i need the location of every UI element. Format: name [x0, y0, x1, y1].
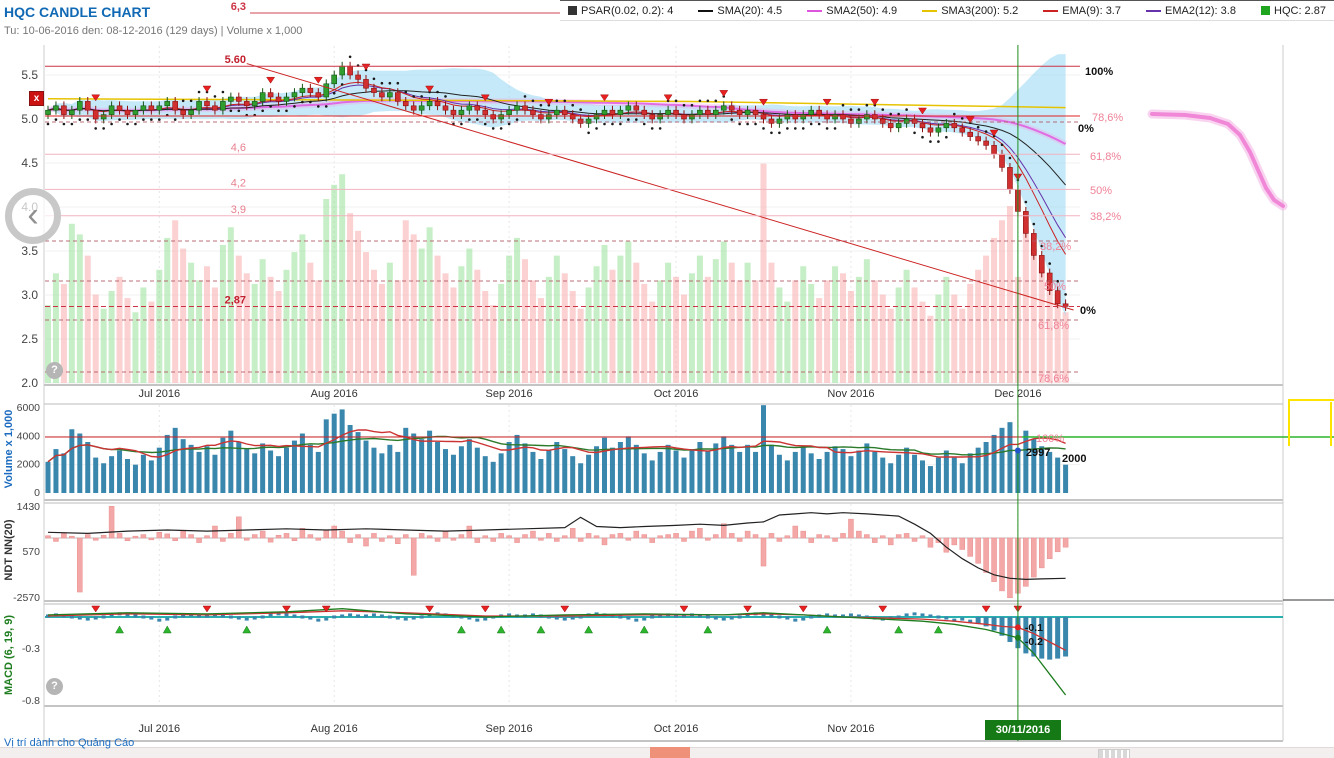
legend-item[interactable]: SMA(20): 4.5 [698, 5, 782, 17]
svg-text:78,6%: 78,6% [1092, 112, 1123, 124]
ndt-panel [45, 506, 1283, 599]
legend-marker-icon [1261, 6, 1270, 15]
svg-text:Aug 2016: Aug 2016 [311, 388, 358, 400]
overlays-and-labels: 6,3 5.60 4,6 4,2 3,9 2,87 2997 2000 -0.1 -0.2 5.5 5… [3, 1, 1334, 741]
svg-text:Sep 2016: Sep 2016 [486, 388, 533, 400]
price-panel [45, 54, 1074, 383]
volume-panel [45, 405, 1080, 493]
legend-label: PSAR(0.02, 0.2): 4 [581, 4, 674, 17]
svg-text:Oct 2016: Oct 2016 [654, 723, 699, 735]
svg-text:2000: 2000 [17, 459, 41, 471]
svg-text:78,6%: 78,6% [1038, 373, 1069, 385]
svg-text:Volume x 1,000: Volume x 1,000 [3, 410, 15, 489]
svg-text:0%: 0% [1078, 123, 1094, 135]
mini-grid-icon [1098, 749, 1130, 758]
legend-item[interactable]: PSAR(0.02, 0.2): 4 [568, 5, 673, 17]
legend-marker-icon [1043, 9, 1059, 12]
zoom-back-button[interactable]: ‹ [5, 188, 61, 244]
svg-text:-0.8: -0.8 [22, 695, 40, 707]
svg-text:Nov 2016: Nov 2016 [827, 388, 874, 400]
svg-text:5.60: 5.60 [225, 54, 246, 66]
svg-text:61,8%: 61,8% [1090, 151, 1121, 163]
page-title: HQC CANDLE CHART [4, 4, 151, 20]
svg-text:50%: 50% [1044, 281, 1066, 293]
svg-text:1430: 1430 [17, 501, 41, 513]
legend-marker-icon [1146, 9, 1162, 12]
legend-marker-icon [922, 9, 938, 12]
svg-text:Dec 2016: Dec 2016 [994, 388, 1041, 400]
svg-text:100%: 100% [1036, 433, 1064, 445]
svg-text:-2570: -2570 [13, 592, 40, 604]
legend-marker-icon [568, 6, 577, 15]
macd-panel [45, 605, 1283, 696]
legend-label: HQC: 2.87 [1274, 4, 1326, 17]
svg-text:-0.3: -0.3 [22, 643, 40, 655]
svg-text:61,8%: 61,8% [1038, 320, 1069, 332]
svg-text:570: 570 [22, 546, 40, 558]
legend-item[interactable]: SMA2(50): 4.9 [807, 5, 897, 17]
svg-text:Oct 2016: Oct 2016 [654, 388, 699, 400]
svg-text:0: 0 [34, 487, 40, 499]
svg-text:100%: 100% [1085, 66, 1113, 78]
svg-text:MACD (6, 19, 9): MACD (6, 19, 9) [3, 615, 15, 695]
svg-text:38,2%: 38,2% [1040, 241, 1071, 253]
svg-text:NDT NN(20): NDT NN(20) [3, 519, 15, 580]
svg-text:2.5: 2.5 [21, 332, 38, 346]
legend-item[interactable]: EMA2(12): 3.8 [1146, 5, 1236, 17]
legend-label: SMA(20): 4.5 [717, 4, 783, 17]
legend-item[interactable]: HQC: 2.87 [1261, 5, 1326, 17]
ad-chip[interactable] [650, 747, 690, 758]
svg-text:50%: 50% [1090, 185, 1112, 197]
svg-text:Aug 2016: Aug 2016 [311, 723, 358, 735]
svg-text:3,9: 3,9 [231, 204, 246, 216]
legend-label: EMA2(12): 3.8 [1165, 4, 1236, 17]
legend-marker-icon [698, 9, 714, 12]
svg-text:4,6: 4,6 [231, 142, 246, 154]
legend-label: EMA(9): 3.7 [1062, 4, 1121, 17]
date-range-subtitle: Tu: 10-06-2016 den: 08-12-2016 (129 days… [4, 25, 303, 37]
svg-text:Nov 2016: Nov 2016 [827, 723, 874, 735]
legend-item[interactable]: EMA(9): 3.7 [1043, 5, 1121, 17]
svg-text:0%: 0% [1080, 305, 1096, 317]
svg-text:Jul 2016: Jul 2016 [139, 388, 181, 400]
help-icon[interactable]: ? [46, 362, 63, 379]
svg-text:2,87: 2,87 [225, 294, 246, 306]
indicator-legend: PSAR(0.02, 0.2): 4 SMA(20): 4.5 SMA2(50): … [560, 0, 1334, 21]
legend-item[interactable]: SMA3(200): 5.2 [922, 5, 1018, 17]
crosshair-date-badge: 30/11/2016 [985, 720, 1061, 740]
svg-text:6000: 6000 [17, 402, 41, 414]
svg-text:2997: 2997 [1026, 447, 1050, 459]
svg-text:3.0: 3.0 [21, 288, 38, 302]
svg-text:2000: 2000 [1062, 453, 1086, 465]
remove-line-button[interactable]: x [29, 91, 44, 106]
svg-text:-0.2: -0.2 [1025, 636, 1043, 648]
svg-text:4.5: 4.5 [21, 156, 38, 170]
svg-text:5.0: 5.0 [21, 112, 38, 126]
ad-placeholder-link[interactable]: Vị trí dành cho Quảng Cáo [4, 737, 135, 749]
svg-text:Sep 2016: Sep 2016 [486, 723, 533, 735]
svg-text:5.5: 5.5 [21, 68, 38, 82]
svg-text:-0.1: -0.1 [1025, 622, 1043, 634]
svg-text:Jul 2016: Jul 2016 [139, 723, 181, 735]
svg-text:4,2: 4,2 [231, 177, 246, 189]
svg-text:38,2%: 38,2% [1090, 211, 1121, 223]
svg-text:6,3: 6,3 [231, 1, 246, 13]
legend-label: SMA3(200): 5.2 [941, 4, 1019, 17]
svg-text:4000: 4000 [17, 430, 41, 442]
legend-label: SMA2(50): 4.9 [826, 4, 898, 17]
help-icon[interactable]: ? [46, 678, 63, 695]
legend-marker-icon [807, 9, 823, 12]
svg-text:3.5: 3.5 [21, 244, 38, 258]
svg-text:2.0: 2.0 [21, 376, 38, 390]
